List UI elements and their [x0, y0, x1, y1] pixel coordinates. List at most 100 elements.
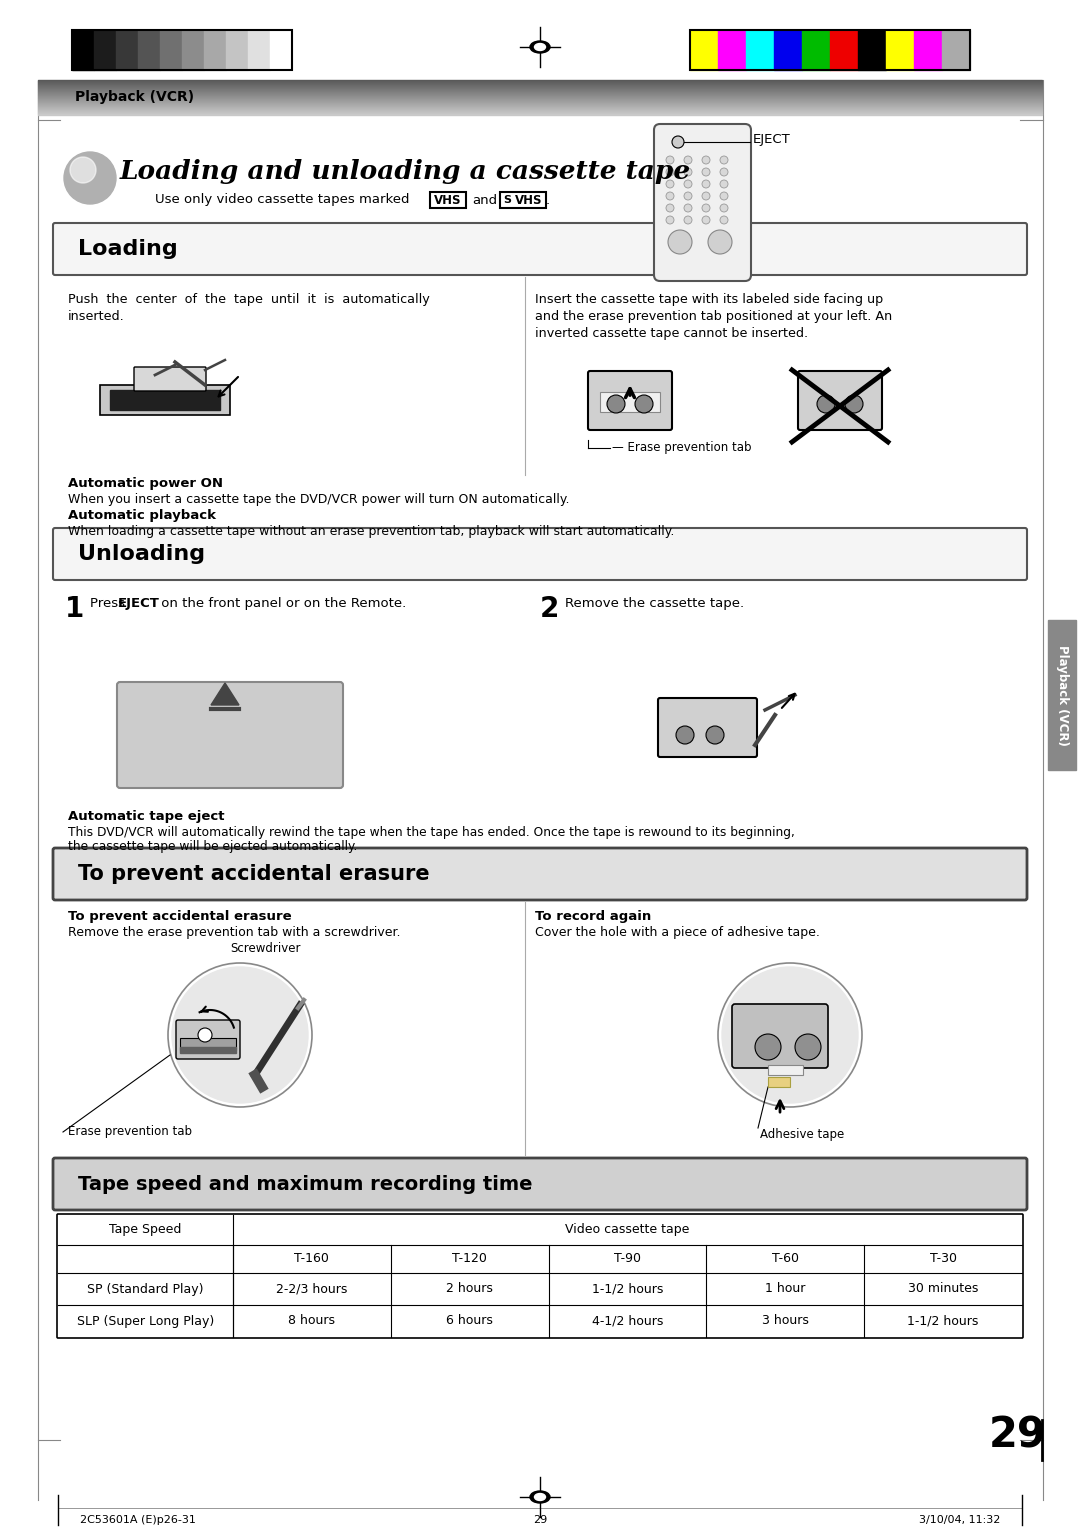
Bar: [180, 1047, 237, 1053]
Text: SLP (Super Long Play): SLP (Super Long Play): [77, 1314, 214, 1328]
Circle shape: [666, 193, 674, 200]
Text: Remove the cassette tape.: Remove the cassette tape.: [565, 597, 744, 610]
Text: VHS: VHS: [515, 194, 542, 206]
Text: Playback (VCR): Playback (VCR): [1055, 645, 1068, 746]
Bar: [180, 1038, 237, 1050]
Bar: [768, 1065, 804, 1076]
Circle shape: [708, 231, 732, 254]
Circle shape: [706, 726, 724, 744]
FancyBboxPatch shape: [732, 1004, 828, 1068]
Text: SP (Standard Play): SP (Standard Play): [87, 1282, 204, 1296]
Text: 4-1/2 hours: 4-1/2 hours: [592, 1314, 663, 1328]
Text: 2 hours: 2 hours: [446, 1282, 494, 1296]
Circle shape: [172, 967, 308, 1103]
Circle shape: [666, 156, 674, 163]
Text: and: and: [472, 194, 497, 206]
Bar: [768, 1077, 789, 1086]
Circle shape: [720, 156, 728, 163]
Circle shape: [795, 1034, 821, 1060]
Text: 2-2/3 hours: 2-2/3 hours: [276, 1282, 348, 1296]
Text: Adhesive tape: Adhesive tape: [760, 1128, 845, 1141]
Circle shape: [723, 967, 858, 1103]
Bar: [914, 31, 942, 70]
Circle shape: [666, 168, 674, 176]
Text: This DVD/VCR will automatically rewind the tape when the tape has ended. Once th: This DVD/VCR will automatically rewind t…: [68, 827, 795, 839]
Text: T-90: T-90: [615, 1253, 642, 1265]
Bar: [802, 31, 831, 70]
Text: When loading a cassette tape without an erase prevention tab, playback will star: When loading a cassette tape without an …: [68, 526, 674, 538]
Bar: [94, 31, 116, 70]
Ellipse shape: [530, 1491, 550, 1504]
Text: When you insert a cassette tape the DVD/VCR power will turn ON automatically.: When you insert a cassette tape the DVD/…: [68, 494, 569, 506]
Circle shape: [607, 396, 625, 413]
Text: Loading: Loading: [78, 238, 178, 260]
Text: 6 hours: 6 hours: [446, 1314, 494, 1328]
FancyBboxPatch shape: [134, 367, 206, 391]
Text: Push  the  center  of  the  tape  until  it  is  automatically
inserted.: Push the center of the tape until it is …: [68, 293, 430, 322]
Text: 29: 29: [989, 1413, 1047, 1456]
Bar: [690, 31, 970, 70]
Circle shape: [718, 963, 862, 1106]
Bar: [718, 31, 746, 70]
Text: 2C53601A (E)p26-31: 2C53601A (E)p26-31: [80, 1514, 195, 1525]
Text: on the front panel or on the Remote.: on the front panel or on the Remote.: [157, 597, 406, 610]
Bar: [270, 31, 292, 70]
Bar: [226, 31, 248, 70]
Circle shape: [684, 156, 692, 163]
FancyBboxPatch shape: [117, 681, 343, 788]
Circle shape: [669, 231, 692, 254]
Ellipse shape: [535, 1493, 545, 1500]
Circle shape: [635, 396, 653, 413]
Circle shape: [684, 193, 692, 200]
Ellipse shape: [535, 43, 545, 50]
Bar: [116, 31, 138, 70]
Text: VHS: VHS: [434, 194, 462, 206]
Text: T-60: T-60: [772, 1253, 799, 1265]
Text: 3 hours: 3 hours: [761, 1314, 809, 1328]
Text: Tape speed and maximum recording time: Tape speed and maximum recording time: [78, 1175, 532, 1193]
Ellipse shape: [530, 41, 550, 53]
Circle shape: [684, 205, 692, 212]
Circle shape: [64, 151, 116, 205]
Circle shape: [684, 215, 692, 225]
Text: To prevent accidental erasure: To prevent accidental erasure: [68, 911, 292, 923]
Bar: [858, 31, 886, 70]
Circle shape: [666, 205, 674, 212]
Bar: [430, 193, 465, 208]
Circle shape: [720, 193, 728, 200]
Text: Press: Press: [90, 597, 130, 610]
Circle shape: [845, 396, 863, 413]
Circle shape: [198, 1028, 212, 1042]
Circle shape: [702, 156, 710, 163]
Text: 30 minutes: 30 minutes: [908, 1282, 978, 1296]
Text: Automatic tape eject: Automatic tape eject: [68, 810, 225, 824]
Circle shape: [702, 215, 710, 225]
Circle shape: [720, 205, 728, 212]
Text: 8 hours: 8 hours: [288, 1314, 336, 1328]
Text: 29: 29: [532, 1514, 548, 1525]
Text: Video cassette tape: Video cassette tape: [565, 1224, 690, 1236]
FancyBboxPatch shape: [658, 698, 757, 756]
Circle shape: [720, 180, 728, 188]
Bar: [110, 390, 220, 410]
Circle shape: [702, 193, 710, 200]
FancyBboxPatch shape: [53, 1158, 1027, 1210]
Text: 1: 1: [65, 594, 84, 623]
Bar: [160, 31, 183, 70]
Circle shape: [720, 168, 728, 176]
Text: 1-1/2 hours: 1-1/2 hours: [592, 1282, 663, 1296]
Text: .: .: [546, 194, 550, 206]
Circle shape: [672, 136, 684, 148]
Polygon shape: [211, 683, 239, 704]
Text: the cassette tape will be ejected automatically.: the cassette tape will be ejected automa…: [68, 840, 357, 853]
Bar: [72, 31, 292, 70]
Text: 1 hour: 1 hour: [765, 1282, 806, 1296]
Bar: [500, 193, 546, 208]
Circle shape: [702, 168, 710, 176]
Text: 2: 2: [540, 594, 559, 623]
Text: Tape Speed: Tape Speed: [109, 1224, 181, 1236]
Bar: [248, 31, 270, 70]
FancyBboxPatch shape: [57, 1215, 1023, 1339]
Text: Loading and unloading a cassette tape: Loading and unloading a cassette tape: [120, 159, 691, 185]
FancyBboxPatch shape: [176, 1021, 240, 1059]
